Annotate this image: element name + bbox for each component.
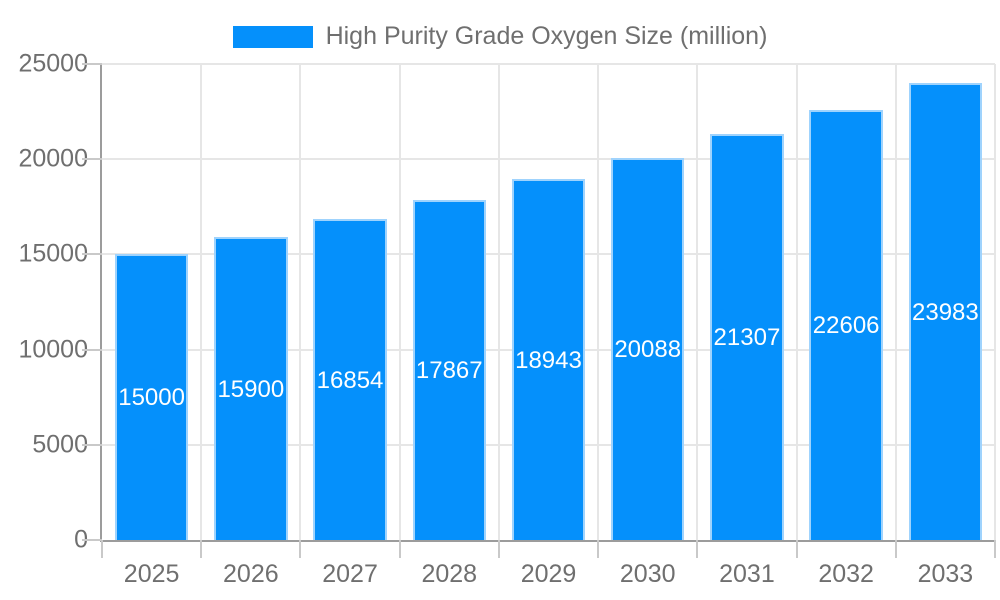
- x-tick-label: 2033: [917, 560, 974, 588]
- x-axis: 2025 2026 2027 2028 2029 2030 2031 2032 2033: [102, 558, 995, 592]
- bar-2027[interactable]: 16854: [313, 219, 387, 540]
- gridline-vertical: [795, 64, 798, 540]
- bar-2028[interactable]: 17867: [412, 199, 486, 540]
- x-tick-label: 2032: [818, 560, 874, 588]
- y-tick-label: 25000: [18, 49, 88, 78]
- x-axis-tick: [101, 540, 103, 558]
- x-tick-label: 2029: [520, 560, 577, 588]
- y-axis-tick: [82, 539, 102, 541]
- gridline-vertical: [894, 64, 897, 540]
- x-axis-tick: [200, 540, 203, 558]
- bar-value-label: 23983: [912, 298, 979, 326]
- bar-value-label: 16854: [316, 366, 384, 394]
- bar-2025[interactable]: 15000: [114, 254, 189, 540]
- legend-swatch: [232, 25, 313, 48]
- gridline-vertical: [597, 64, 600, 540]
- x-tick-label: 2031: [719, 560, 775, 588]
- x-axis-tick: [994, 540, 996, 558]
- y-tick-label: 5000: [32, 430, 88, 459]
- x-tick-label: 2030: [619, 560, 676, 588]
- y-axis-tick: [82, 443, 102, 446]
- gridline-vertical: [299, 64, 302, 540]
- gridline-vertical: [696, 64, 699, 540]
- bar-value-label: 15900: [217, 375, 285, 403]
- bar-2033[interactable]: 23983: [908, 83, 983, 540]
- y-axis-tick: [82, 158, 102, 161]
- legend[interactable]: High Purity Grade Oxygen Size (million): [0, 22, 1000, 51]
- bar-value-label: 17867: [415, 356, 483, 384]
- x-axis-tick: [497, 540, 500, 558]
- x-tick-label: 2027: [322, 560, 378, 588]
- y-tick-label: 0: [74, 525, 88, 554]
- x-axis-tick: [894, 540, 897, 558]
- gridline-vertical: [994, 64, 996, 540]
- gridline-vertical: [497, 64, 500, 540]
- legend-label: High Purity Grade Oxygen Size (million): [325, 22, 768, 50]
- bar-2029[interactable]: 18943: [511, 179, 586, 540]
- y-axis-tick: [82, 253, 102, 256]
- x-axis-tick: [597, 540, 600, 558]
- y-axis-tick: [82, 348, 102, 351]
- x-tick-label: 2026: [223, 560, 279, 588]
- bar-value-label: 18943: [515, 346, 582, 374]
- x-tick-label: 2025: [123, 560, 180, 588]
- gridline-horizontal: [102, 63, 995, 65]
- bar-2031[interactable]: 21307: [710, 134, 784, 540]
- x-axis-tick: [398, 540, 401, 558]
- x-axis-tick: [696, 540, 699, 558]
- bar-value-label: 22606: [812, 311, 880, 339]
- bar-value-label: 15000: [118, 384, 185, 412]
- bar-2032[interactable]: 22606: [809, 109, 883, 540]
- bar-value-label: 20088: [614, 335, 682, 363]
- gridline-vertical: [200, 64, 203, 540]
- gridline-vertical: [398, 64, 401, 540]
- x-tick-label: 2028: [421, 560, 478, 588]
- gridline-horizontal: [102, 158, 995, 161]
- x-axis-tick: [795, 540, 798, 558]
- y-tick-label: 20000: [18, 144, 88, 173]
- bar-value-label: 21307: [713, 324, 781, 352]
- bar-2026[interactable]: 15900: [214, 237, 288, 540]
- y-tick-label: 10000: [18, 335, 88, 364]
- x-axis-tick: [299, 540, 302, 558]
- bar-2030[interactable]: 20088: [611, 157, 685, 540]
- plot-area: 15000 15900 16854 17867 18943 20088 21307 22606…: [82, 63, 996, 558]
- y-axis-tick: [82, 63, 102, 65]
- y-tick-label: 15000: [18, 239, 88, 268]
- y-axis: 25000 20000 15000 10000 5000 0: [0, 50, 88, 554]
